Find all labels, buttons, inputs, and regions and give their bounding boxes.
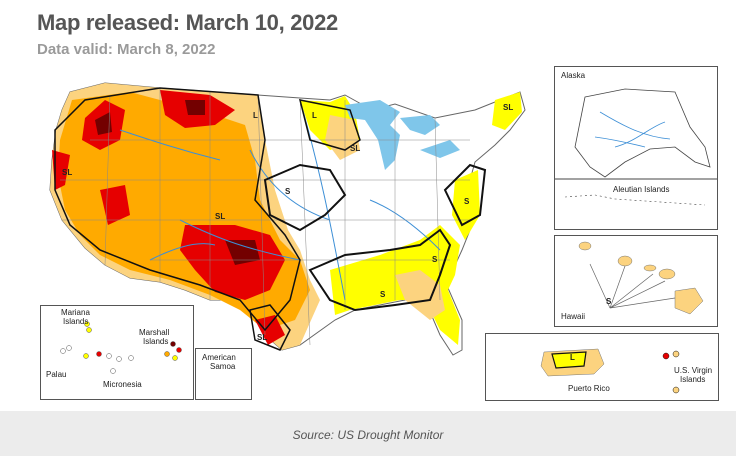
impact-label: S <box>464 197 470 206</box>
virgin-islands-label-1: U.S. Virgin <box>674 366 713 375</box>
impact-label: SL <box>215 212 226 221</box>
marshall-label-1: Marshall <box>139 328 170 337</box>
moderate-drought-southeast <box>395 270 445 320</box>
conus-drought-map <box>49 82 526 356</box>
hawaii-label: Hawaii <box>561 312 586 321</box>
impact-label: S <box>380 290 386 299</box>
impact-label: L <box>312 111 317 120</box>
hawaii-inset: S Hawaii <box>554 235 718 327</box>
extreme-drought-nevada <box>100 185 130 225</box>
virgin-islands-label-2: Islands <box>680 375 706 384</box>
impact-label: S <box>432 255 438 264</box>
hawaii-islands <box>578 241 704 315</box>
pacific-islands-inset: Mariana Islands Marshall Islands Palau M… <box>40 305 194 400</box>
impact-label: S <box>285 187 291 196</box>
impact-label: SL <box>257 333 268 342</box>
samoa-label-2: Samoa <box>210 362 236 371</box>
samoa-label-1: American <box>202 353 236 362</box>
alaska-outline <box>555 88 717 206</box>
great-lakes <box>345 100 460 170</box>
exceptional-drought-southwest <box>225 240 260 265</box>
impact-label: SL <box>503 103 514 112</box>
pacific-islands-map <box>60 321 182 374</box>
map-card: Map released: March 10, 2022 Data valid:… <box>0 0 736 411</box>
puerto-rico-map <box>540 348 680 394</box>
map-subtitle: Data valid: March 8, 2022 <box>37 41 216 58</box>
alaska-label: Alaska <box>561 71 586 80</box>
puerto-rico-label: Puerto Rico <box>568 384 610 393</box>
abnormally-dry-midatlantic <box>452 170 480 240</box>
impact-label: L <box>253 111 258 120</box>
impact-outline-northeast <box>298 99 361 151</box>
abnormally-dry-northeast <box>492 92 522 130</box>
exceptional-drought-montana <box>185 100 205 115</box>
rivers <box>119 99 441 301</box>
impact-outline-texas <box>249 304 291 351</box>
micronesia-label: Micronesia <box>103 380 142 389</box>
aleutian-label: Aleutian Islands <box>613 185 670 194</box>
impact-outline-west <box>54 87 301 332</box>
pr-impact-label: L <box>570 353 575 362</box>
moderate-drought-north <box>325 115 360 160</box>
mariana-label-1: Mariana <box>61 308 90 317</box>
impact-label: SL <box>350 144 361 153</box>
mariana-label-2: Islands <box>63 317 89 326</box>
source-caption: Source: US Drought Monitor <box>292 428 444 442</box>
extreme-drought-texas <box>255 315 285 345</box>
american-samoa-inset: American Samoa <box>195 348 252 400</box>
map-title: Map released: March 10, 2022 <box>37 10 338 35</box>
hawaii-impact-label: S <box>606 297 612 306</box>
impact-outline-southern <box>308 228 452 312</box>
impact-label: SL <box>62 168 73 177</box>
impact-outline-east <box>443 163 487 227</box>
exceptional-drought-north <box>95 112 112 135</box>
palau-label: Palau <box>46 370 67 379</box>
impact-outline-central <box>263 163 347 232</box>
alaska-inset: Alaska Aleutian Islands <box>554 66 718 230</box>
puerto-rico-inset: L Puerto Rico U.S. Virgin Islands <box>485 333 719 401</box>
marshall-label-2: Islands <box>143 337 169 346</box>
